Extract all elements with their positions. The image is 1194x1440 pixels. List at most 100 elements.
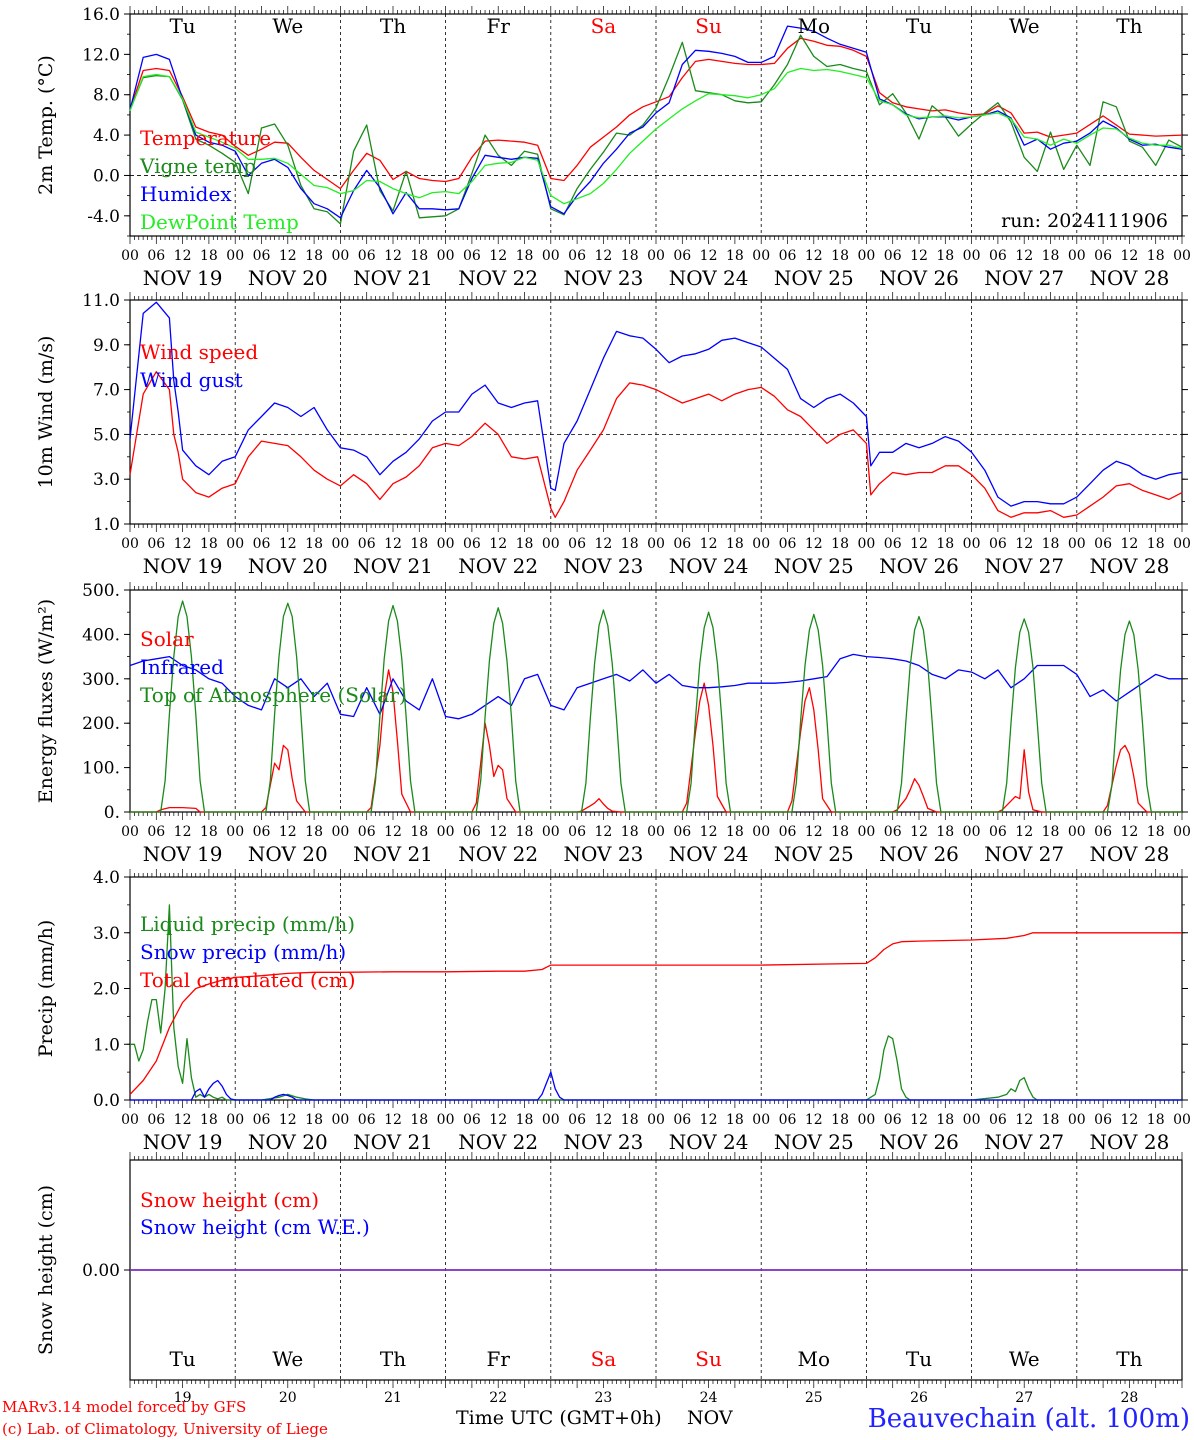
- precip-date-label: NOV 28: [1090, 1130, 1170, 1154]
- flux-date-label: NOV 21: [353, 842, 433, 866]
- precip-series-total-cumulated-cm-: [129, 932, 1182, 1095]
- temp-date-label: NOV 25: [774, 266, 854, 290]
- flux-date-label: NOV 26: [879, 842, 959, 866]
- wind-hour-label: 18: [410, 536, 428, 552]
- temp-weekday-label: Tu: [169, 14, 195, 38]
- flux-hour-label: 00: [331, 824, 349, 840]
- flux-hour-label: 00: [647, 824, 665, 840]
- snow-day-number: 27: [1015, 1390, 1033, 1406]
- temp-date-label: NOV 19: [143, 266, 223, 290]
- flux-hour-label: 06: [989, 824, 1007, 840]
- precip-hour-label: 12: [489, 1112, 507, 1128]
- wind-hour-label: 12: [384, 536, 402, 552]
- wind-hour-label: 06: [463, 536, 481, 552]
- wind-hour-label: 06: [779, 536, 797, 552]
- flux-legend-top-of-atmosphere-solar-: Top of Atmosphere (Solar): [140, 683, 407, 707]
- text-layer: -4.0 0.0 4.0 8.0 12.0 16.0 2m Temp. (°C) 00 06 12…: [35, 5, 1191, 1406]
- wind-hour-label: 06: [989, 536, 1007, 552]
- precip-hour-label: 18: [831, 1112, 849, 1128]
- wind-hour-label: 00: [1068, 536, 1086, 552]
- temp-hour-label: 00: [1173, 248, 1191, 264]
- time-axis-label: Time UTC (GMT+0h): [456, 1407, 662, 1429]
- precip-legend-total-cumulated-cm-: Total cumulated (cm): [140, 968, 356, 992]
- temp-weekday-label: Sa: [591, 14, 617, 38]
- temp-hour-label: 12: [805, 248, 823, 264]
- wind-series-wind-gust: [129, 301, 1183, 507]
- precip-hour-label: 18: [726, 1112, 744, 1128]
- wind-hour-label: 06: [884, 536, 902, 552]
- temp-hour-label: 00: [963, 248, 981, 264]
- flux-legend-solar: Solar: [140, 627, 194, 651]
- temp-hour-label: 12: [594, 248, 612, 264]
- wind-hour-label: 12: [174, 536, 192, 552]
- temp-weekday-label: We: [272, 14, 303, 38]
- wind-hour-label: 12: [910, 536, 928, 552]
- wind-hour-label: 18: [516, 536, 534, 552]
- wind-frame: [129, 299, 1183, 525]
- wind-hour-label: 00: [647, 536, 665, 552]
- wind-date-label: NOV 22: [458, 554, 538, 578]
- precip-hour-label: 12: [384, 1112, 402, 1128]
- temp-legend-humidex: Humidex: [140, 182, 232, 206]
- flux-date-label: NOV 23: [564, 842, 644, 866]
- temp-series-temperature: [129, 37, 1183, 190]
- wind-hour-label: 00: [226, 536, 244, 552]
- flux-ytick-label: 200.: [82, 714, 120, 734]
- flux-hour-label: 00: [857, 824, 875, 840]
- snow-legend-snow-height-cm-w-e-: Snow height (cm W.E.): [140, 1215, 370, 1239]
- run-label: run: 2024111906: [1001, 210, 1168, 232]
- temp-series-humidex: [129, 25, 1183, 219]
- precip-date-label: NOV 24: [669, 1130, 749, 1154]
- flux-hour-label: 12: [594, 824, 612, 840]
- flux-hour-label: 06: [779, 824, 797, 840]
- temp-ytick-label: 16.0: [82, 5, 120, 25]
- precip-date-label: NOV 26: [879, 1130, 959, 1154]
- flux-hour-label: 06: [884, 824, 902, 840]
- temp-hour-label: 06: [884, 248, 902, 264]
- temp-hour-label: 06: [358, 248, 376, 264]
- snow-weekday-label: Th: [380, 1347, 406, 1371]
- flux-hour-label: 12: [384, 824, 402, 840]
- temp-date-label: NOV 20: [248, 266, 328, 290]
- temp-weekday-label: Fr: [486, 14, 510, 38]
- flux-hour-label: 00: [1173, 824, 1191, 840]
- footer-copyright: (c) Lab. of Climatology, University of L…: [2, 1420, 328, 1438]
- temp-hour-label: 12: [384, 248, 402, 264]
- precip-hour-label: 00: [121, 1112, 139, 1128]
- wind-ytick-label: 1.0: [93, 515, 120, 535]
- temp-weekday-label: Tu: [906, 14, 932, 38]
- wind-hour-label: 18: [1042, 536, 1060, 552]
- wind-hour-label: 00: [542, 536, 560, 552]
- snow-day-number: 20: [279, 1390, 297, 1406]
- precip-hour-label: 12: [910, 1112, 928, 1128]
- temp-date-label: NOV 22: [458, 266, 538, 290]
- flux-hour-label: 06: [673, 824, 691, 840]
- snow-day-number: 26: [910, 1390, 928, 1406]
- precip-ytick-label: 1.0: [93, 1035, 120, 1055]
- wind-hour-label: 18: [621, 536, 639, 552]
- precip-hour-label: 00: [331, 1112, 349, 1128]
- flux-hour-label: 00: [752, 824, 770, 840]
- flux-ytick-label: 500.: [82, 581, 120, 601]
- temp-weekday-label: Mo: [798, 14, 831, 38]
- flux-hour-label: 12: [489, 824, 507, 840]
- flux-hour-label: 18: [1147, 824, 1165, 840]
- precip-hour-label: 12: [805, 1112, 823, 1128]
- precip-hour-label: 06: [779, 1112, 797, 1128]
- precip-date-label: NOV 19: [143, 1130, 223, 1154]
- temp-hour-label: 06: [568, 248, 586, 264]
- temp-hour-label: 00: [752, 248, 770, 264]
- temp-ylabel: 2m Temp. (°C): [35, 55, 57, 195]
- wind-hour-label: 00: [752, 536, 770, 552]
- precip-ytick-label: 3.0: [93, 924, 120, 944]
- wind-hour-label: 18: [1147, 536, 1165, 552]
- flux-hour-label: 00: [542, 824, 560, 840]
- temp-hour-label: 06: [779, 248, 797, 264]
- snow-weekday-label: Sa: [591, 1347, 617, 1371]
- wind-date-label: NOV 19: [143, 554, 223, 578]
- precip-hour-label: 00: [437, 1112, 455, 1128]
- temp-ytick-label: 8.0: [93, 86, 120, 106]
- temp-date-label: NOV 24: [669, 266, 749, 290]
- wind-hour-label: 00: [1173, 536, 1191, 552]
- wind-hour-label: 00: [963, 536, 981, 552]
